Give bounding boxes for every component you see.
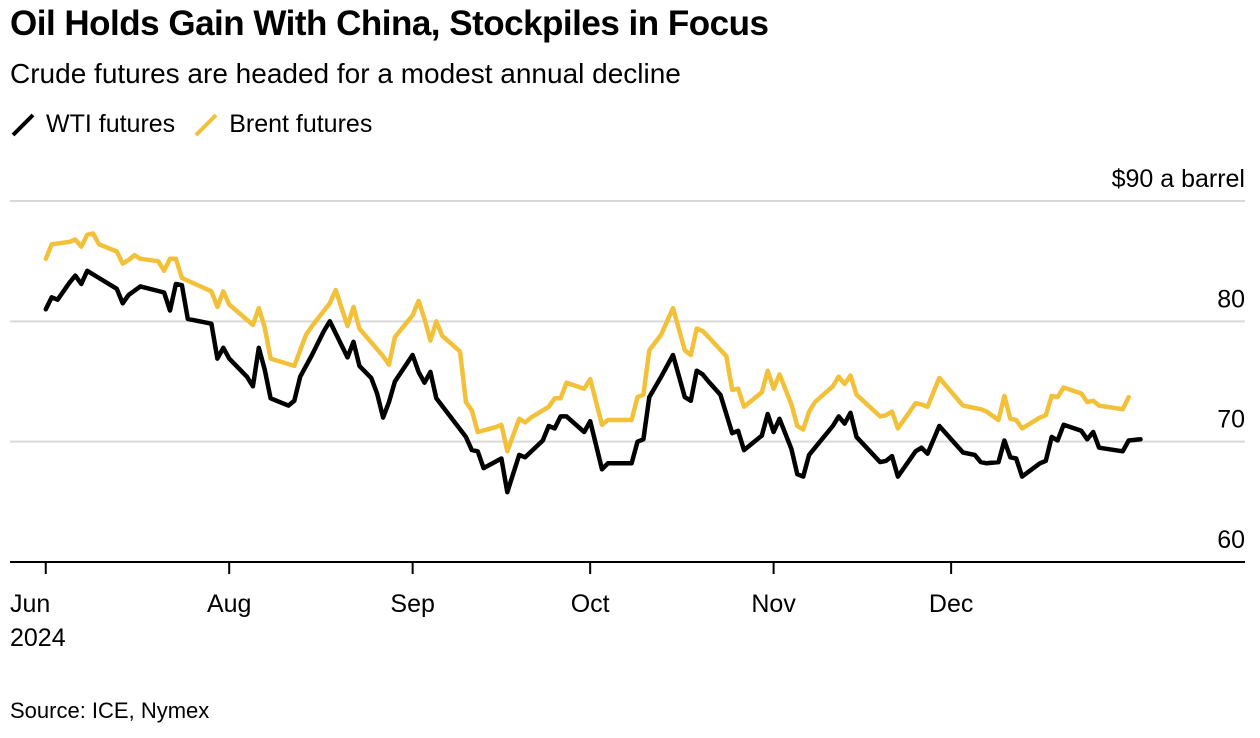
x-tick-label: Dec bbox=[929, 590, 973, 618]
series-line-brent bbox=[43, 231, 1131, 454]
x-tick-sublabel: 2024 bbox=[10, 624, 66, 652]
series-lines bbox=[43, 231, 1143, 495]
y-tick-label: $90 a barrel bbox=[1112, 165, 1245, 193]
x-tick-label: Nov bbox=[751, 590, 796, 618]
chart-title: Oil Holds Gain With China, Stockpiles in… bbox=[10, 4, 769, 43]
x-tick-label: Jun bbox=[10, 590, 50, 618]
x-tick-label: Oct bbox=[571, 590, 610, 618]
x-tick-label: Sep bbox=[390, 590, 434, 618]
x-tick-label: Aug bbox=[207, 590, 251, 618]
legend-label-wti: WTI futures bbox=[46, 110, 176, 138]
y-tick-label: 70 bbox=[1217, 406, 1245, 434]
source-note: Source: ICE, Nymex bbox=[10, 698, 210, 723]
x-axis: Jun 2024 Aug Sep Oct Nov Dec bbox=[10, 561, 1245, 652]
y-tick-label: 60 bbox=[1217, 526, 1245, 554]
legend-item-brent: Brent futures bbox=[193, 110, 372, 139]
legend-swatch-wti bbox=[11, 113, 35, 136]
legend-swatch-brent bbox=[194, 113, 218, 136]
legend-item-wti: WTI futures bbox=[10, 110, 175, 139]
y-tick-label: 80 bbox=[1217, 285, 1245, 313]
gridlines bbox=[10, 200, 1245, 443]
y-axis-labels: 60 70 80 $90 a barrel bbox=[1112, 165, 1245, 554]
chart-subtitle: Crude futures are headed for a modest an… bbox=[10, 58, 681, 89]
legend: WTI futures Brent futures bbox=[10, 110, 390, 139]
series-line-wti bbox=[43, 268, 1143, 495]
legend-label-brent: Brent futures bbox=[229, 110, 373, 138]
